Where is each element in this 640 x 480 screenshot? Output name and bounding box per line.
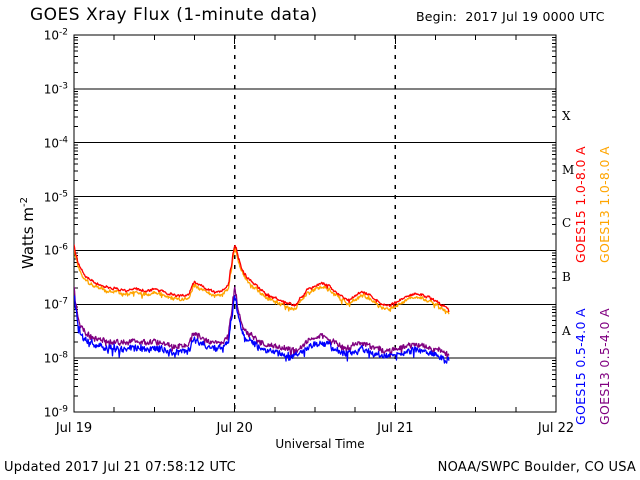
series-line-goes15-short [74,295,450,364]
flare-class-label: M [562,162,575,177]
y-tick-label: 10-6 [43,242,68,258]
x-tick-label: Jul 21 [377,421,414,436]
legend-label-4: GOES13 0.5-4.0 A [597,308,612,425]
x-tick-label: Jul 20 [216,421,253,436]
updated-timestamp: Updated 2017 Jul 21 07:58:12 UTC [4,460,236,475]
x-tick-label: Jul 19 [55,421,93,436]
series-line-goes15-long [74,244,450,313]
y-tick-label: 10-4 [43,135,68,151]
flare-class-label: A [562,324,571,339]
x-axis-label: Universal Time [275,437,365,451]
series-line-goes13-short [74,286,450,361]
flare-class-label: C [562,216,572,231]
flare-class-label: B [562,270,571,285]
x-tick-label: Jul 22 [537,421,575,436]
y-tick-label: 10-2 [43,27,68,43]
y-tick-label: 10-5 [43,189,68,205]
y-tick-label: 10-9 [43,404,68,420]
y-tick-label: 10-8 [43,350,68,366]
series-line-goes13-long [74,248,450,315]
y-tick-label: 10-7 [43,296,68,312]
legend-label-2: GOES13 1.0-8.0 A [597,146,612,263]
page-title: GOES Xray Flux (1-minute data) [30,5,318,25]
legend-label-1: GOES15 1.0-8.0 A [573,146,588,263]
flare-class-label: X [562,108,571,123]
y-tick-label: 10-3 [43,81,68,97]
source-credit: NOAA/SWPC Boulder, CO USA [437,460,636,475]
legend-label-3: GOES15 0.5-4.0 A [573,308,588,425]
begin-time-label: Begin: 2017 Jul 19 0000 UTC [416,9,605,24]
